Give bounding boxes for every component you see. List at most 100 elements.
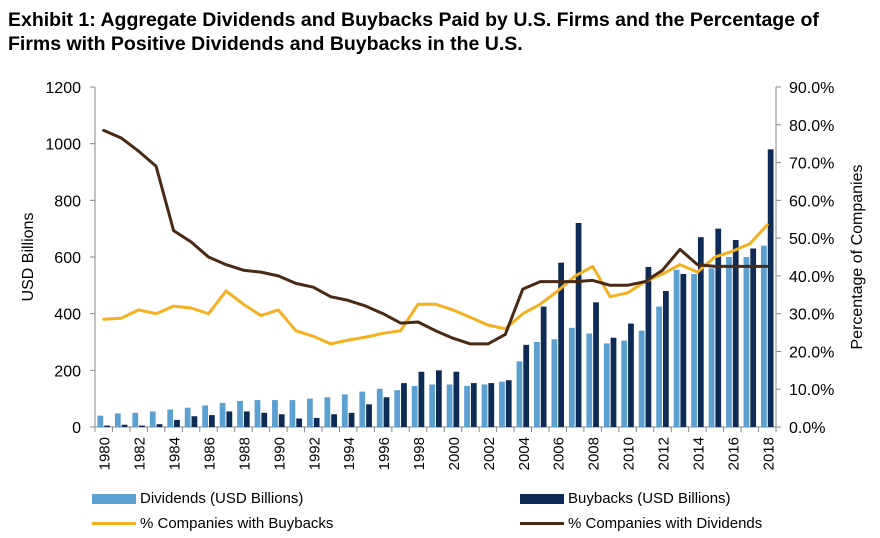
buybacks-bar [209,415,215,427]
buybacks-bar [610,337,617,427]
x-tick-label: 1990 [271,437,288,470]
dividends-bar [411,385,418,427]
y-tick-label: 600 [54,250,81,267]
chart-title: Exhibit 1: Aggregate Dividends and Buyba… [8,9,819,55]
buybacks-bar [226,411,233,427]
buybacks-bar [750,248,757,427]
y2-tick-label: 90.0% [789,80,834,97]
buybacks-bar [715,228,722,427]
dividends-bar [481,384,488,427]
buybacks-bar [296,418,303,427]
legend-buybacks: Buybacks (USD Billions) [520,490,731,507]
dividends-bar [516,361,523,427]
y-axis-title: USD Billions [20,213,37,302]
buybacks-bar [278,414,285,427]
x-tick-label: 1980 [97,437,114,470]
buybacks-bar [697,237,704,427]
buybacks-bar [401,383,407,427]
x-tick-label: 2002 [481,437,498,470]
dividends-bar [446,384,453,427]
dividends-bar [202,405,208,427]
dividends-bar [603,343,610,427]
x-tick-label: 1998 [411,437,428,470]
buybacks-bar [139,425,145,427]
dividends-bar [184,407,191,427]
y2-axis-title: Percentage of Companies [849,165,866,350]
dividends-bar [219,402,226,427]
dividends-bar [691,274,697,427]
dividends-bar [656,306,662,427]
x-tick-label: 1988 [236,437,253,470]
buybacks-bar [732,240,739,427]
dividends-bar [324,397,331,427]
y2-tick-label: 10.0% [789,382,834,399]
buybacks-bar [488,383,495,427]
buybacks-bar [470,383,477,427]
buybacks-bar [366,404,372,427]
dividends-bar [743,257,750,427]
dividends-bar [726,257,732,427]
legend-dividends-label: Dividends (USD Billions) [140,490,304,507]
buybacks-bar [593,302,599,427]
dividends-bar [149,411,156,427]
x-tick-label: 2014 [690,437,707,470]
x-tick-label: 2000 [446,437,463,470]
buybacks-bar [628,323,634,427]
buybacks-bar [104,425,110,427]
buybacks-bar [243,411,250,427]
buybacks-bar [575,223,582,427]
x-tick-label: 1994 [341,437,358,470]
legend-pct-buybacks: % Companies with Buybacks [92,515,333,532]
y-tick-label: 1200 [45,80,81,97]
dividends-bar [551,339,558,427]
dividends-bar [97,415,104,427]
y2-tick-label: 0.0% [789,420,825,437]
buybacks-bar [505,380,512,427]
legend-dividends: Dividends (USD Billions) [92,490,303,507]
x-tick-label: 2012 [656,437,673,470]
dividends-bar [638,330,645,427]
buybacks-bar [261,412,268,427]
pct-buybacks-line [102,223,769,346]
x-tick-label: 1982 [132,437,149,470]
x-tick-label: 2006 [551,437,568,470]
dividends-bar [534,342,540,427]
pct-dividends-line [102,128,769,346]
buybacks-bar [174,419,180,427]
y-tick-label: 1000 [45,137,81,154]
legend-dividends-swatch [92,493,136,504]
dividends-bar [132,412,139,427]
legend-pct-dividends-label: % Companies with Dividends [568,515,763,532]
dividends-bar [289,400,296,427]
buybacks-bar [645,266,652,427]
x-tick-label: 2004 [516,437,533,470]
buybacks-bar [418,371,425,427]
x-tick-label: 1992 [306,437,323,470]
x-tick-label: 2008 [586,437,603,470]
x-tick-label: 2018 [760,437,777,470]
buybacks-bar [767,149,774,428]
y-tick-label: 0 [72,420,81,437]
buybacks-bar [558,262,564,427]
buybacks-bar [540,306,547,427]
buybacks-bar [191,416,198,427]
dividends-bar [307,398,313,427]
x-tick-label: 1986 [202,437,219,470]
buybacks-bar [680,274,687,427]
dividends-bar [761,245,767,427]
buybacks-bar [121,424,128,427]
y2-tick-label: 50.0% [789,231,834,248]
buybacks-bar [663,291,669,427]
x-tick-label: 1984 [167,437,184,470]
dividends-bar [237,400,243,427]
dividends-bar [621,340,628,427]
buybacks-bar [523,344,530,427]
legend-pct-buybacks-label: % Companies with Buybacks [140,515,334,532]
buybacks-bar [156,424,163,427]
buybacks-bar [383,397,390,427]
buybacks-bar [453,371,460,427]
dividends-bar [254,400,261,427]
dividends-bar [568,327,575,427]
dividends-bar [167,409,174,427]
